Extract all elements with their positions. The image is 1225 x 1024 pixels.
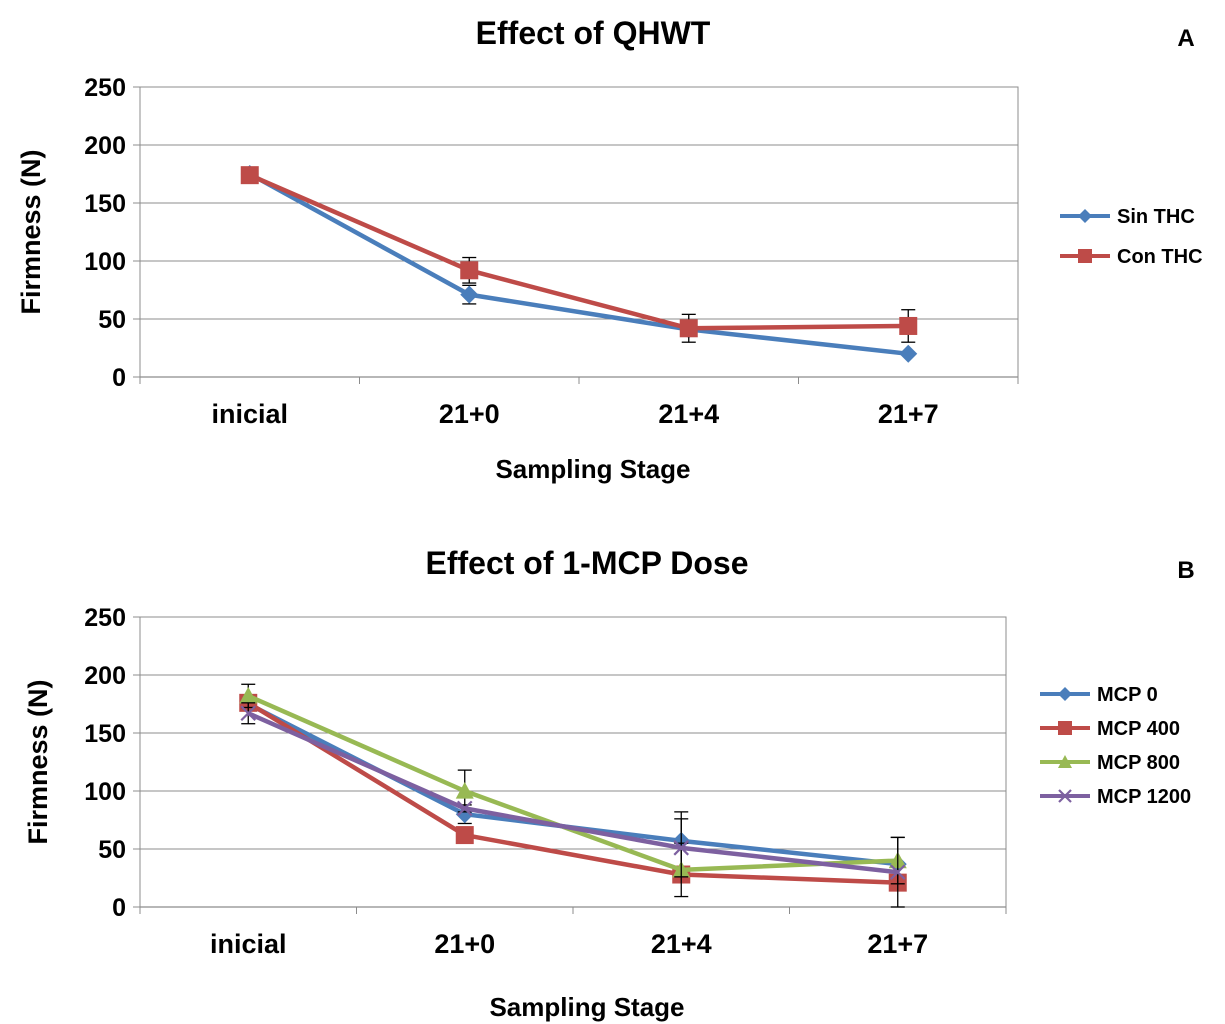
- chart-2-series-line-3: [247, 693, 898, 873]
- chart-1-data-point: [240, 166, 259, 185]
- chart-2-series-line-1: [247, 701, 898, 867]
- chart-1-data-point: [460, 285, 479, 304]
- chart-2-x-tick-label: inicial: [210, 929, 287, 959]
- chart-1-data-point: [899, 344, 918, 363]
- chart-2-data-point: [455, 826, 474, 845]
- chart-2-x-tick-label: 21+4: [651, 929, 712, 959]
- chart-2-data-point-stroke-b: [889, 864, 906, 880]
- chart-1-data-point: [460, 261, 479, 280]
- chart-1-legend-marker: [1078, 209, 1092, 223]
- chart-1-y-tick-label: 250: [84, 74, 126, 102]
- chart-2-legend-marker: [1058, 721, 1072, 735]
- chart-2-legend-label: MCP 800: [1097, 752, 1180, 774]
- chart-2-legend-marker-stroke-b: [1058, 789, 1072, 803]
- chart-1-y-axis-label: Firmness (N): [16, 149, 46, 314]
- chart-2-data-point: [456, 800, 473, 817]
- chart-2-title: Effect of 1-MCP Dose: [425, 545, 748, 581]
- chart-1-data-point: [899, 316, 918, 335]
- chart-2-data-point: [240, 705, 257, 722]
- chart-1-y-tick-label: 100: [84, 248, 126, 276]
- chart-2-data-point: [889, 864, 906, 880]
- chart-1-series-line-2: [248, 173, 909, 331]
- chart-2-x-tick-label: 21+0: [434, 929, 495, 959]
- chart-2-series-line-4: [247, 711, 899, 875]
- chart-1-legend-label: Con THC: [1117, 246, 1203, 268]
- chart-2-legend-marker: [1058, 687, 1072, 701]
- chart-1-x-tick-label: 21+7: [878, 399, 939, 429]
- chart-1-plot-frame: [139, 86, 1019, 378]
- chart-1-x-tick-label: inicial: [211, 399, 288, 429]
- chart-1-panel-label: A: [1177, 25, 1194, 52]
- chart-1-title: Effect of QHWT: [476, 15, 711, 51]
- chart-1-x-tick-label: 21+4: [658, 399, 719, 429]
- chart-2-data-point-stroke-b: [673, 840, 690, 856]
- chart-2-data-point-stroke-b: [240, 705, 257, 722]
- chart-2-legend-label: MCP 400: [1097, 718, 1180, 740]
- chart-2-y-tick-label: 150: [84, 720, 126, 748]
- chart-1-legend-label: Sin THC: [1117, 206, 1195, 228]
- chart-2-legend-marker: [1058, 755, 1072, 768]
- chart-1-x-tick-label: 21+0: [439, 399, 500, 429]
- chart-2-data-point: [239, 686, 258, 704]
- chart-2-data-point-stroke-b: [456, 800, 473, 817]
- chart-2-y-axis-label: Firmness (N): [23, 679, 53, 844]
- chart-2-data-point: [455, 782, 474, 799]
- chart-2-series-line-2: [247, 700, 898, 885]
- chart-2-legend-label: MCP 1200: [1097, 786, 1191, 808]
- chart-1-series-line-1: [248, 172, 909, 357]
- chart-1-x-axis-label: Sampling Stage: [495, 454, 690, 484]
- chart-2-y-tick-label: 100: [84, 778, 126, 806]
- chart-2-panel-label: B: [1177, 557, 1194, 584]
- chart-1-y-tick-label: 50: [98, 306, 126, 334]
- chart-1-y-tick-label: 0: [112, 364, 126, 392]
- chart-2-x-tick-label: 21+7: [867, 929, 928, 959]
- chart-1-legend-marker: [1078, 249, 1092, 263]
- chart-2-data-point: [673, 840, 690, 856]
- chart-2-y-tick-label: 0: [112, 894, 126, 922]
- chart-1-y-tick-label: 200: [84, 132, 126, 160]
- chart-2-legend-label: MCP 0: [1097, 684, 1158, 706]
- chart-2-y-tick-label: 200: [84, 662, 126, 690]
- chart-2-legend-marker: [1058, 789, 1072, 803]
- chart-2-y-tick-label: 250: [84, 604, 126, 632]
- chart-1-y-tick-label: 150: [84, 190, 126, 218]
- chart-2-x-axis-label: Sampling Stage: [489, 992, 684, 1022]
- chart-1-data-point: [679, 319, 698, 338]
- chart-2-y-tick-label: 50: [98, 836, 126, 864]
